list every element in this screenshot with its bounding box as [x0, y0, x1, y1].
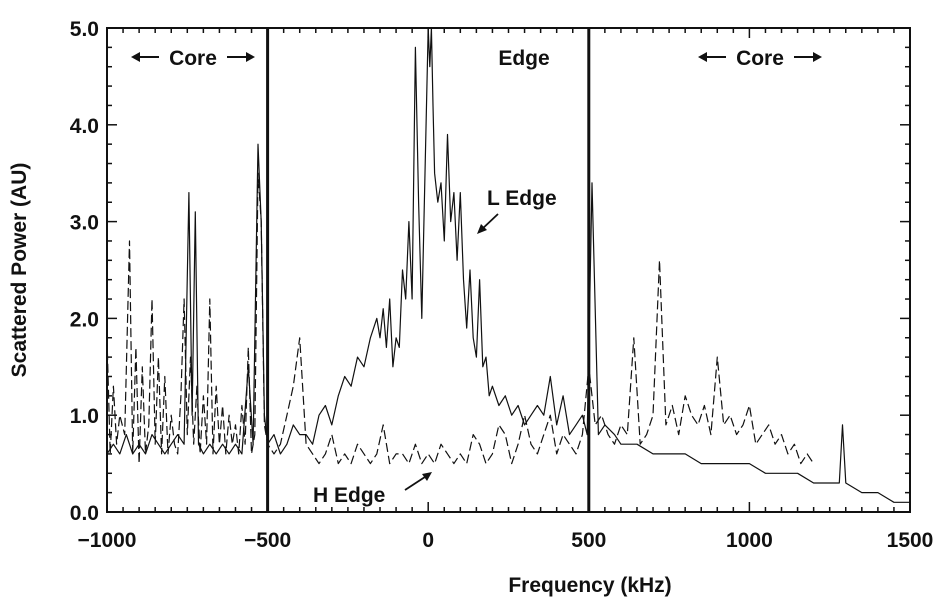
arrow-head — [698, 52, 707, 62]
h-edge-arrow-head — [422, 472, 432, 481]
x-tick-label: 0 — [422, 529, 434, 552]
x-tick-label: −1000 — [78, 529, 137, 552]
series-line-h-edge — [106, 172, 815, 465]
core-right-label-text: Core — [736, 47, 784, 70]
arrow-head — [131, 52, 140, 62]
core-right-label: Core — [698, 47, 822, 70]
arrow-head — [246, 52, 255, 62]
y-axis-title: Scattered Power (AU) — [8, 163, 31, 378]
y-tick-label: 1.0 — [70, 405, 99, 428]
core-left-label: Core — [131, 47, 255, 70]
x-axis-title: Frequency (kHz) — [508, 574, 671, 597]
annotations: Core Core Edge L Edge H Edge — [131, 47, 822, 507]
h-edge-annotation: H Edge — [313, 484, 385, 507]
h-edge-arrow-line — [404, 474, 429, 491]
x-tick-label: 1000 — [726, 529, 773, 552]
core-left-label-text: Core — [169, 47, 217, 70]
y-axis: 0.0 1.0 2.0 3.0 4.0 5.0 — [70, 18, 910, 525]
l-edge-annotation: L Edge — [487, 187, 557, 210]
x-axis: −1000 −500 0 500 1000 1500 — [78, 28, 934, 552]
y-tick-label: 4.0 — [70, 115, 99, 138]
l-edge-arrow-head — [477, 224, 487, 234]
y-tick-label: 2.0 — [70, 308, 99, 331]
x-tick-label: −500 — [244, 529, 291, 552]
y-tick-label: 0.0 — [70, 502, 99, 525]
arrow-head — [813, 52, 822, 62]
x-tick-label: 500 — [571, 529, 606, 552]
y-tick-label: 3.0 — [70, 212, 99, 235]
edge-region-label: Edge — [498, 47, 549, 70]
y-tick-label: 5.0 — [70, 18, 99, 41]
x-tick-label: 1500 — [887, 529, 934, 552]
